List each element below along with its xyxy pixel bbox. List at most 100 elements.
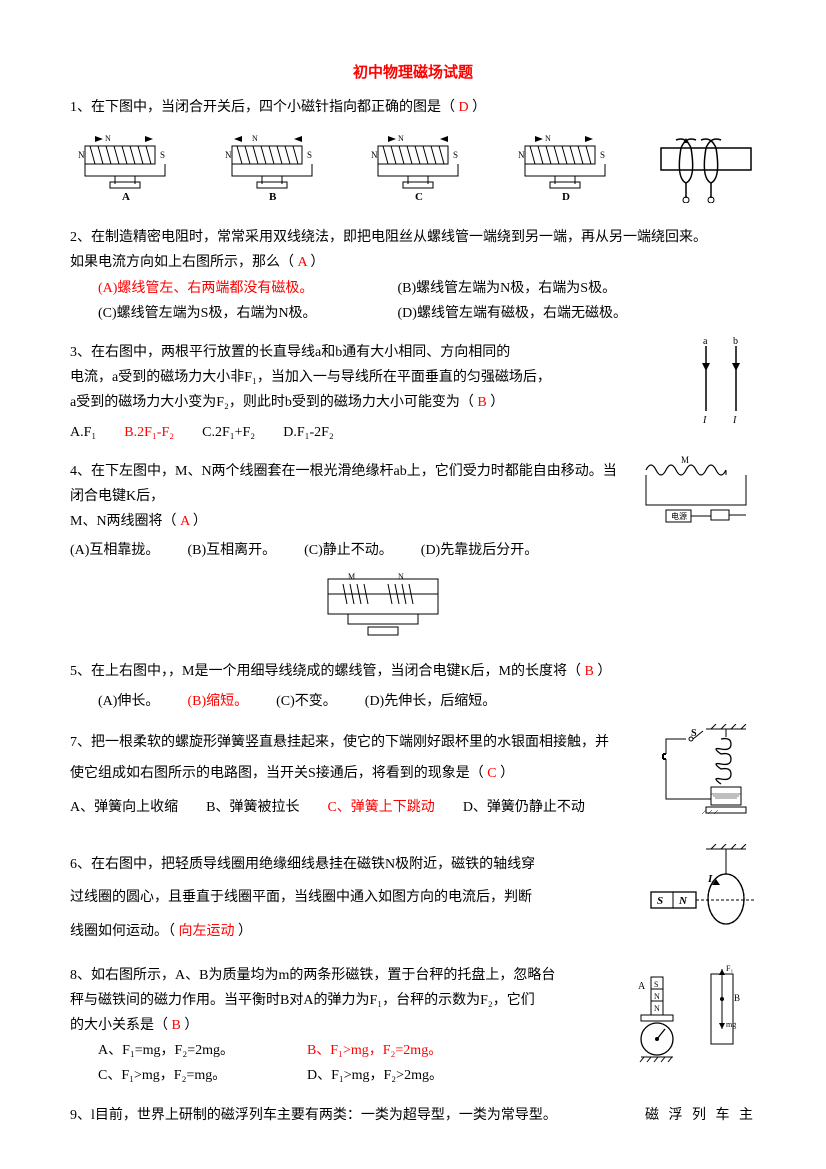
coil-c-icon: NS N C	[363, 128, 473, 203]
svg-text:S: S	[657, 895, 663, 907]
question-5: 5、在上右图中，，M是一个用细导线绕成的螺线管，当闭合电键K后，M的长度将（ B…	[70, 659, 756, 713]
q3-opt-d: D.F₁-2F₂	[283, 420, 334, 445]
q8-opt-b: B、F₁>mg，F₂=2mg。	[307, 1038, 506, 1063]
q7-line1: 7、把一根柔软的螺旋形弹簧竖直悬挂起来，使它的下端刚好跟杯里的水银面相接触，并	[70, 728, 756, 759]
q5-answer: B	[585, 664, 594, 679]
q4-opt-b: (B)互相离开。	[187, 538, 276, 563]
svg-text:D: D	[562, 191, 570, 203]
q8-close: ）	[184, 1018, 198, 1033]
question-4: M 电源 4、在下左图中，M、N两个线圈套在一根光滑绝缘杆ab上，它们受力时都能…	[70, 459, 756, 646]
q9-text: 9、l目前，世界上研制的磁浮列车主要有两类：一类为超导型，一类为常导型。	[70, 1103, 557, 1128]
q8-opt-c: C、F₁>mg，F₂=mg。	[98, 1063, 297, 1088]
q2-line2: 如果电流方向如上右图所示，那么（	[70, 255, 294, 270]
svg-text:N: N	[654, 1004, 660, 1013]
q5-opt-c: (C)不变。	[276, 689, 337, 714]
q5-opt-a: (A)伸长。	[98, 689, 159, 714]
svg-text:S: S	[654, 980, 658, 989]
q5-opt-b: (B)缩短。	[187, 689, 248, 714]
q2-opt-a: (A)螺线管左、右两端都没有磁极。	[98, 276, 388, 301]
question-9: 9、l目前，世界上研制的磁浮列车主要有两类：一类为超导型，一类为常导型。 磁 浮…	[70, 1103, 756, 1128]
q9-tail: 磁 浮 列 车 主	[645, 1103, 756, 1128]
q3-answer: B	[477, 395, 486, 410]
q5-close: ）	[597, 664, 611, 679]
svg-text:I: I	[702, 415, 707, 426]
magnet-coil-icon: I S N	[646, 844, 756, 939]
q1-text: 1、在下图中，当闭合开关后，四个小磁针指向都正确的图是（	[70, 100, 455, 115]
svg-text:mg: mg	[726, 1020, 736, 1029]
svg-text:F₁: F₁	[726, 964, 733, 973]
svg-text:N: N	[252, 134, 258, 143]
svg-text:A: A	[638, 981, 646, 992]
svg-text:S: S	[160, 150, 165, 160]
q4-opt-a: (A)互相靠拢。	[70, 538, 159, 563]
q1-diagrams: NS N A NS N B NS N C	[70, 128, 756, 203]
q8-opt-a: A、F₁=mg，F₂=2mg。	[98, 1038, 297, 1063]
q5-text: 5、在上右图中，，M是一个用细导线绕成的螺线管，当闭合电键K后，M的长度将（	[70, 664, 581, 679]
q3-close: ）	[490, 395, 504, 410]
q2-opt-d: (D)螺线管左端有磁极，右端无磁极。	[398, 301, 688, 326]
question-3: a b I I 3、在右图中，两根平行放置的长直导线a和b通有大小相同、方向相同…	[70, 340, 756, 445]
q2-opt-c: (C)螺线管左端为S极，右端为N极。	[98, 301, 388, 326]
q1-close: ）	[472, 100, 486, 115]
svg-text:A: A	[122, 191, 130, 203]
q2-line1: 2、在制造精密电阻时，常常采用双线绕法，即把电阻丝从螺线管一端绕到另一端，再从另…	[70, 225, 756, 250]
q7-answer: C	[487, 766, 496, 781]
svg-text:S: S	[453, 150, 458, 160]
q3-opt-a: A.F₁	[70, 420, 96, 445]
svg-text:I: I	[732, 415, 737, 426]
svg-text:B: B	[269, 191, 277, 203]
svg-text:N: N	[371, 150, 378, 160]
question-7: S 7、把一根柔软的螺旋形弹簧竖直悬挂起来，使它的下端刚好跟杯里的水银面相接触，…	[70, 728, 756, 834]
scale-magnets-icon: SN N A B mg F₁	[626, 959, 756, 1074]
svg-text:a: a	[703, 336, 708, 347]
svg-text:M: M	[348, 572, 355, 581]
q6-line3: 线圈如何运动。（	[70, 924, 175, 939]
svg-text:S: S	[307, 150, 312, 160]
svg-text:N: N	[398, 572, 404, 581]
svg-text:N: N	[654, 992, 660, 1001]
double-wire-icon	[656, 128, 756, 203]
q3-line1: 3、在右图中，两根平行放置的长直导线a和b通有大小相同、方向相同的	[70, 340, 756, 365]
question-2: 2、在制造精密电阻时，常常采用双线绕法，即把电阻丝从螺线管一端绕到另一端，再从另…	[70, 225, 756, 326]
q7-line2: 使它组成如右图所示的电路图，当开关S接通后，将看到的现象是（	[70, 766, 484, 781]
svg-text:N: N	[225, 150, 232, 160]
q7-opt-b: B、弹簧被拉长	[206, 793, 299, 824]
svg-text:B: B	[734, 993, 740, 1003]
svg-text:N: N	[78, 150, 85, 160]
svg-text:S: S	[600, 150, 605, 160]
svg-text:M: M	[681, 455, 689, 465]
svg-text:N: N	[545, 134, 551, 143]
q3-line3: a受到的磁场力大小变为F₂，则此时b受到的磁场力大小可能变为（	[70, 395, 474, 410]
q6-close: ）	[238, 924, 252, 939]
q5-opt-d: (D)先伸长，后缩短。	[365, 689, 496, 714]
q4-close: ）	[193, 514, 207, 529]
q7-opt-c: C、弹簧上下跳动	[327, 793, 434, 824]
svg-text:N: N	[105, 134, 111, 143]
coils-on-rod-icon: MN	[318, 569, 448, 639]
q4-line2: M、N两线圈将（	[70, 514, 177, 529]
q7-opt-d: D、弹簧仍静止不动	[463, 793, 585, 824]
q8-answer: B	[172, 1018, 181, 1033]
q3-line2: 电流，a受到的磁场力大小非F₁，当加入一与导线所在平面垂直的匀强磁场后，	[70, 365, 756, 390]
q4-opt-c: (C)静止不动。	[304, 538, 393, 563]
q4-opt-d: (D)先靠拢后分开。	[421, 538, 538, 563]
coil-d-icon: NS N D	[510, 128, 620, 203]
question-6: I S N 6、在右图中，把轻质导线圈用绝缘细线悬挂在磁铁N极附近，磁铁的轴线穿…	[70, 848, 756, 949]
svg-text:N: N	[678, 895, 688, 907]
svg-text:电源: 电源	[671, 511, 687, 521]
q7-opt-a: A、弹簧向上收缩	[70, 793, 178, 824]
q3-opt-c: C.2F₁+F₂	[202, 420, 255, 445]
svg-text:b: b	[733, 336, 738, 347]
q1-answer: D	[459, 100, 469, 115]
q7-close: ）	[500, 766, 514, 781]
parallel-wires-icon: a b I I	[686, 336, 756, 426]
page-title: 初中物理磁场试题	[70, 60, 756, 87]
q2-close: ）	[310, 255, 324, 270]
q6-answer: 向左运动	[179, 924, 235, 939]
q4-answer: A	[180, 514, 189, 529]
q3-opt-b: B.2F₁-F₂	[124, 420, 174, 445]
coil-a-icon: N S N A	[70, 128, 180, 203]
q2-opt-b: (B)螺线管左端为N极，右端为S极。	[398, 276, 688, 301]
spring-coil-icon: M 电源	[636, 455, 756, 535]
svg-text:N: N	[398, 134, 404, 143]
